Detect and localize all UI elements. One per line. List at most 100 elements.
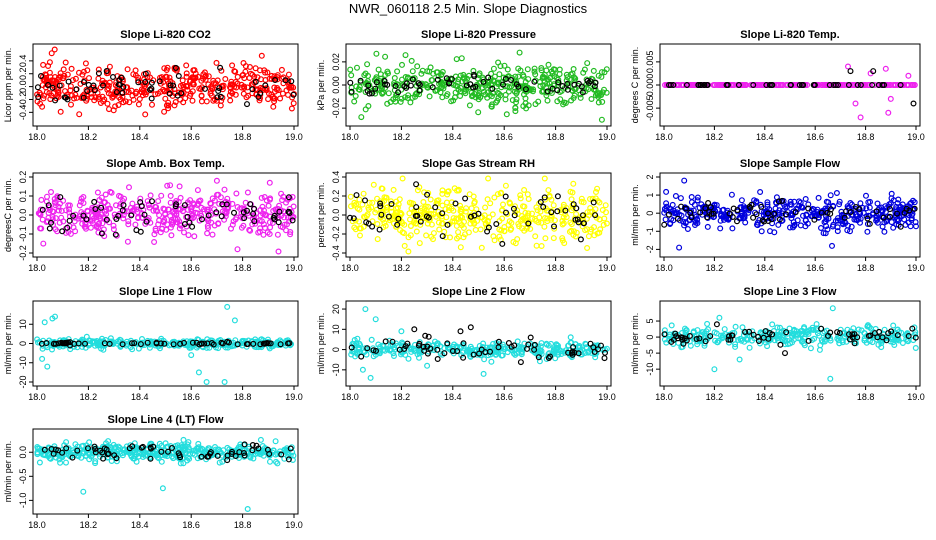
data-point-samples xyxy=(860,210,867,217)
data-point-reference xyxy=(467,324,474,331)
x-tick-label: 18.2 xyxy=(706,263,724,273)
data-point-samples xyxy=(246,226,253,233)
data-point-samples xyxy=(710,81,717,88)
data-point-reference xyxy=(135,79,142,86)
data-point-samples xyxy=(227,88,234,95)
data-point-reference xyxy=(373,347,380,354)
data-point-samples xyxy=(694,194,701,201)
data-point-reference xyxy=(661,221,668,228)
data-point-samples xyxy=(162,440,169,447)
data-point-samples xyxy=(423,232,430,239)
data-point-samples xyxy=(113,232,120,239)
data-point-samples xyxy=(777,81,784,88)
data-point-samples xyxy=(677,195,684,202)
data-point-samples xyxy=(390,186,397,193)
data-point-samples xyxy=(580,69,587,76)
data-point-samples xyxy=(457,72,464,79)
data-point-samples xyxy=(799,212,806,219)
data-point-samples xyxy=(110,226,117,233)
data-point-samples xyxy=(349,340,356,347)
data-point-reference xyxy=(57,194,64,201)
data-point-samples xyxy=(480,370,487,377)
panel-title: Slope Li-820 Pressure xyxy=(421,29,536,41)
data-point-samples xyxy=(426,68,433,75)
data-point-samples xyxy=(158,442,165,449)
data-point-samples xyxy=(860,81,867,88)
data-point-reference xyxy=(792,209,799,216)
x-tick-label: 18.6 xyxy=(495,263,513,273)
series-samples xyxy=(347,175,610,255)
data-point-samples xyxy=(362,106,369,113)
data-point-samples xyxy=(909,197,916,204)
y-tick-label: 10 xyxy=(331,324,341,334)
data-point-samples xyxy=(713,330,720,337)
x-tick-label: 18.4 xyxy=(131,132,149,142)
data-point-samples xyxy=(408,57,415,64)
data-point-samples xyxy=(46,59,53,66)
data-point-samples xyxy=(84,207,91,214)
data-point-samples xyxy=(538,243,545,250)
data-point-reference xyxy=(156,78,163,85)
data-point-samples xyxy=(155,198,162,205)
data-point-samples xyxy=(119,93,126,100)
data-point-reference xyxy=(147,444,154,451)
data-point-samples xyxy=(174,442,181,449)
data-point-reference xyxy=(365,82,372,89)
data-point-reference xyxy=(372,85,379,92)
data-point-reference xyxy=(170,82,177,89)
data-point-samples xyxy=(589,195,596,202)
x-tick-label: 18.0 xyxy=(28,392,46,402)
data-point-reference xyxy=(401,345,408,352)
data-point-samples xyxy=(356,206,363,213)
data-point-samples xyxy=(543,341,550,348)
data-point-reference xyxy=(277,341,284,348)
data-point-samples xyxy=(502,182,509,189)
data-point-reference xyxy=(158,448,165,455)
data-point-reference xyxy=(590,344,597,351)
x-tick-label: 18.4 xyxy=(756,392,774,402)
data-point-samples xyxy=(382,222,389,229)
data-point-reference xyxy=(142,78,149,85)
data-point-samples xyxy=(285,77,292,84)
data-point-samples xyxy=(676,244,683,251)
data-point-samples xyxy=(545,187,552,194)
data-point-samples xyxy=(457,213,464,220)
data-point-reference xyxy=(262,82,269,89)
data-point-reference xyxy=(99,82,106,89)
data-point-samples xyxy=(445,188,452,195)
data-point-samples xyxy=(262,76,269,83)
data-point-samples xyxy=(491,237,498,244)
data-point-reference xyxy=(857,81,864,88)
data-point-samples xyxy=(753,221,760,228)
y-tick-label: -0.2 xyxy=(18,92,28,108)
data-point-reference xyxy=(424,350,431,357)
data-point-samples xyxy=(373,50,380,57)
data-point-reference xyxy=(535,354,542,361)
data-point-samples xyxy=(556,71,563,78)
data-point-samples xyxy=(279,90,286,97)
x-tick-label: 18.2 xyxy=(393,263,411,273)
x-tick-label: 18.4 xyxy=(444,132,462,142)
data-point-reference xyxy=(555,79,562,86)
data-point-reference xyxy=(579,212,586,219)
data-point-samples xyxy=(500,201,507,208)
data-point-samples xyxy=(227,81,234,88)
y-tick-label: 0.2 xyxy=(18,67,28,80)
data-point-samples xyxy=(681,177,688,184)
data-point-reference xyxy=(414,212,421,219)
series-samples xyxy=(347,49,610,123)
data-point-samples xyxy=(550,346,557,353)
data-point-reference xyxy=(148,85,155,92)
data-point-samples xyxy=(55,207,62,214)
data-point-samples xyxy=(137,195,144,202)
data-point-reference xyxy=(137,228,144,235)
data-point-reference xyxy=(106,340,113,347)
data-point-reference xyxy=(91,87,98,94)
data-point-reference xyxy=(693,336,700,343)
data-point-reference xyxy=(485,224,492,231)
data-point-samples xyxy=(168,232,175,239)
data-point-reference xyxy=(115,81,122,88)
data-point-samples xyxy=(165,105,172,112)
data-point-samples xyxy=(75,69,82,76)
